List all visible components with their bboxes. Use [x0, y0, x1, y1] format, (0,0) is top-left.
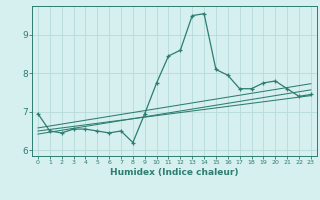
X-axis label: Humidex (Indice chaleur): Humidex (Indice chaleur) — [110, 168, 239, 177]
